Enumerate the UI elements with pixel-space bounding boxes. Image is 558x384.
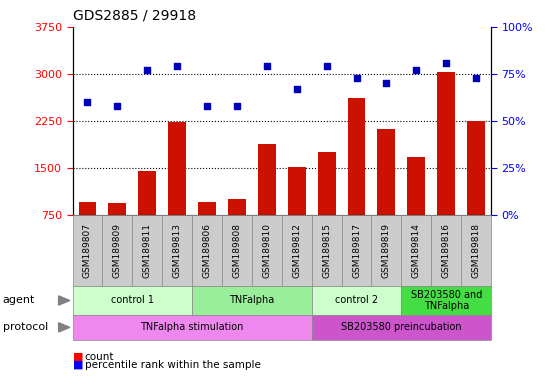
- Bar: [138, 170, 156, 262]
- Point: [472, 74, 480, 81]
- Text: GSM189815: GSM189815: [322, 223, 331, 278]
- Point: [203, 103, 211, 109]
- Bar: [198, 202, 216, 262]
- Bar: [437, 72, 455, 262]
- Bar: [407, 157, 425, 262]
- Text: GSM189809: GSM189809: [113, 223, 122, 278]
- Bar: [288, 167, 306, 262]
- Point: [83, 99, 92, 105]
- Text: SB203580 and
TNFalpha: SB203580 and TNFalpha: [411, 290, 482, 311]
- Text: control 1: control 1: [111, 295, 154, 306]
- Point: [113, 103, 122, 109]
- Text: count: count: [85, 352, 114, 362]
- Bar: [348, 98, 365, 262]
- Point: [382, 80, 391, 86]
- Bar: [318, 152, 335, 262]
- Bar: [377, 129, 396, 262]
- Point: [322, 63, 331, 70]
- Polygon shape: [59, 296, 70, 305]
- Text: GSM189818: GSM189818: [472, 223, 480, 278]
- Text: GSM189806: GSM189806: [203, 223, 211, 278]
- Text: GSM189816: GSM189816: [442, 223, 451, 278]
- Text: GSM189810: GSM189810: [262, 223, 271, 278]
- Text: ■: ■: [73, 352, 83, 362]
- Text: SB203580 preincubation: SB203580 preincubation: [341, 322, 461, 333]
- Text: GSM189807: GSM189807: [83, 223, 92, 278]
- Bar: [467, 121, 485, 262]
- Text: GSM189814: GSM189814: [412, 223, 421, 278]
- Text: agent: agent: [3, 295, 35, 306]
- Text: protocol: protocol: [3, 322, 48, 333]
- Bar: [228, 199, 246, 262]
- Point: [173, 63, 182, 70]
- Bar: [258, 144, 276, 262]
- Text: GSM189808: GSM189808: [233, 223, 242, 278]
- Text: control 2: control 2: [335, 295, 378, 306]
- Point: [233, 103, 242, 109]
- Bar: [168, 122, 186, 262]
- Text: TNFalpha stimulation: TNFalpha stimulation: [141, 322, 244, 333]
- Text: GSM189813: GSM189813: [172, 223, 182, 278]
- Text: ■: ■: [73, 360, 83, 370]
- Point: [412, 67, 421, 73]
- Point: [292, 86, 301, 92]
- Bar: [79, 202, 97, 262]
- Text: GDS2885 / 29918: GDS2885 / 29918: [73, 9, 196, 23]
- Text: GSM189817: GSM189817: [352, 223, 361, 278]
- Point: [352, 74, 361, 81]
- Polygon shape: [59, 323, 70, 332]
- Text: GSM189811: GSM189811: [143, 223, 152, 278]
- Text: GSM189812: GSM189812: [292, 223, 301, 278]
- Text: GSM189819: GSM189819: [382, 223, 391, 278]
- Point: [442, 60, 451, 66]
- Point: [143, 67, 152, 73]
- Point: [262, 63, 271, 70]
- Text: TNFalpha: TNFalpha: [229, 295, 275, 306]
- Text: percentile rank within the sample: percentile rank within the sample: [85, 360, 261, 370]
- Bar: [108, 203, 126, 262]
